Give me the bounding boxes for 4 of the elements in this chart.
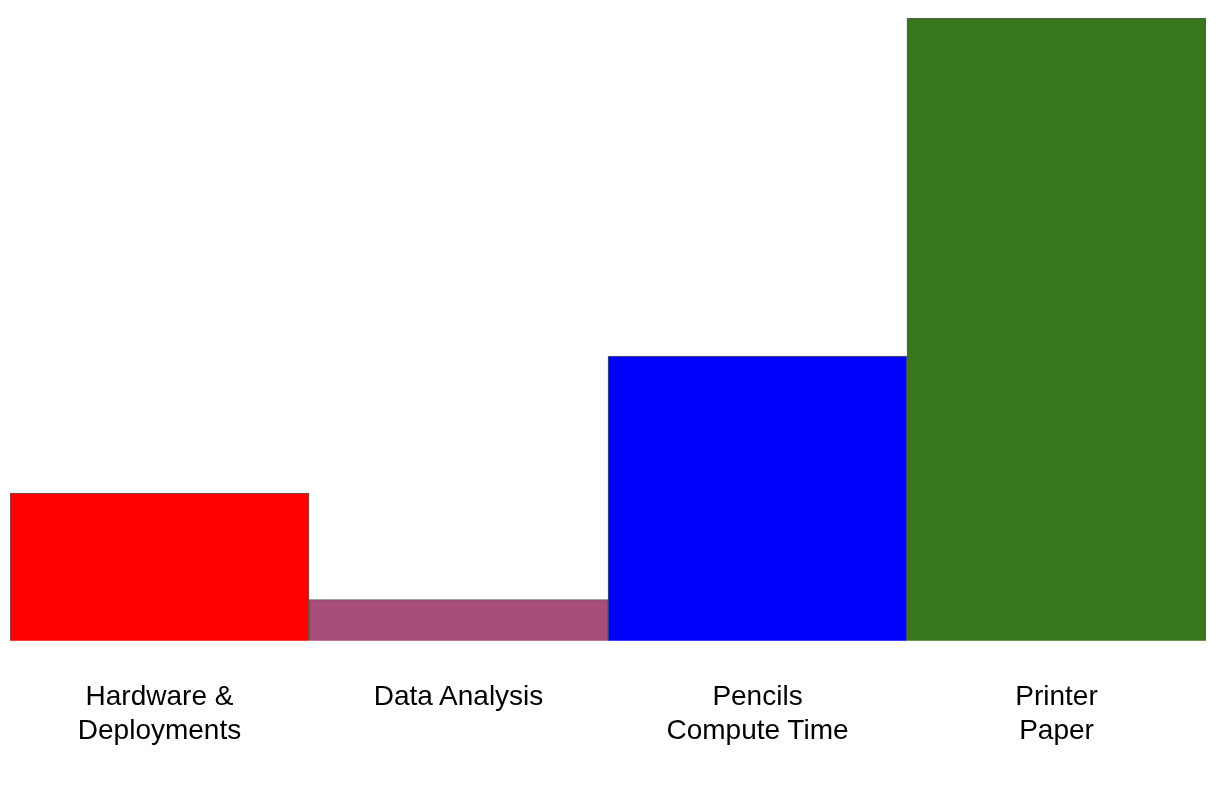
x-tick-label: Pencils Compute Time <box>666 680 849 745</box>
x-tick-label: Hardware & Deployments <box>77 680 242 745</box>
x-tick-label: Printer Paper <box>1015 680 1098 745</box>
x-tick-label: Data Analysis <box>373 680 544 712</box>
